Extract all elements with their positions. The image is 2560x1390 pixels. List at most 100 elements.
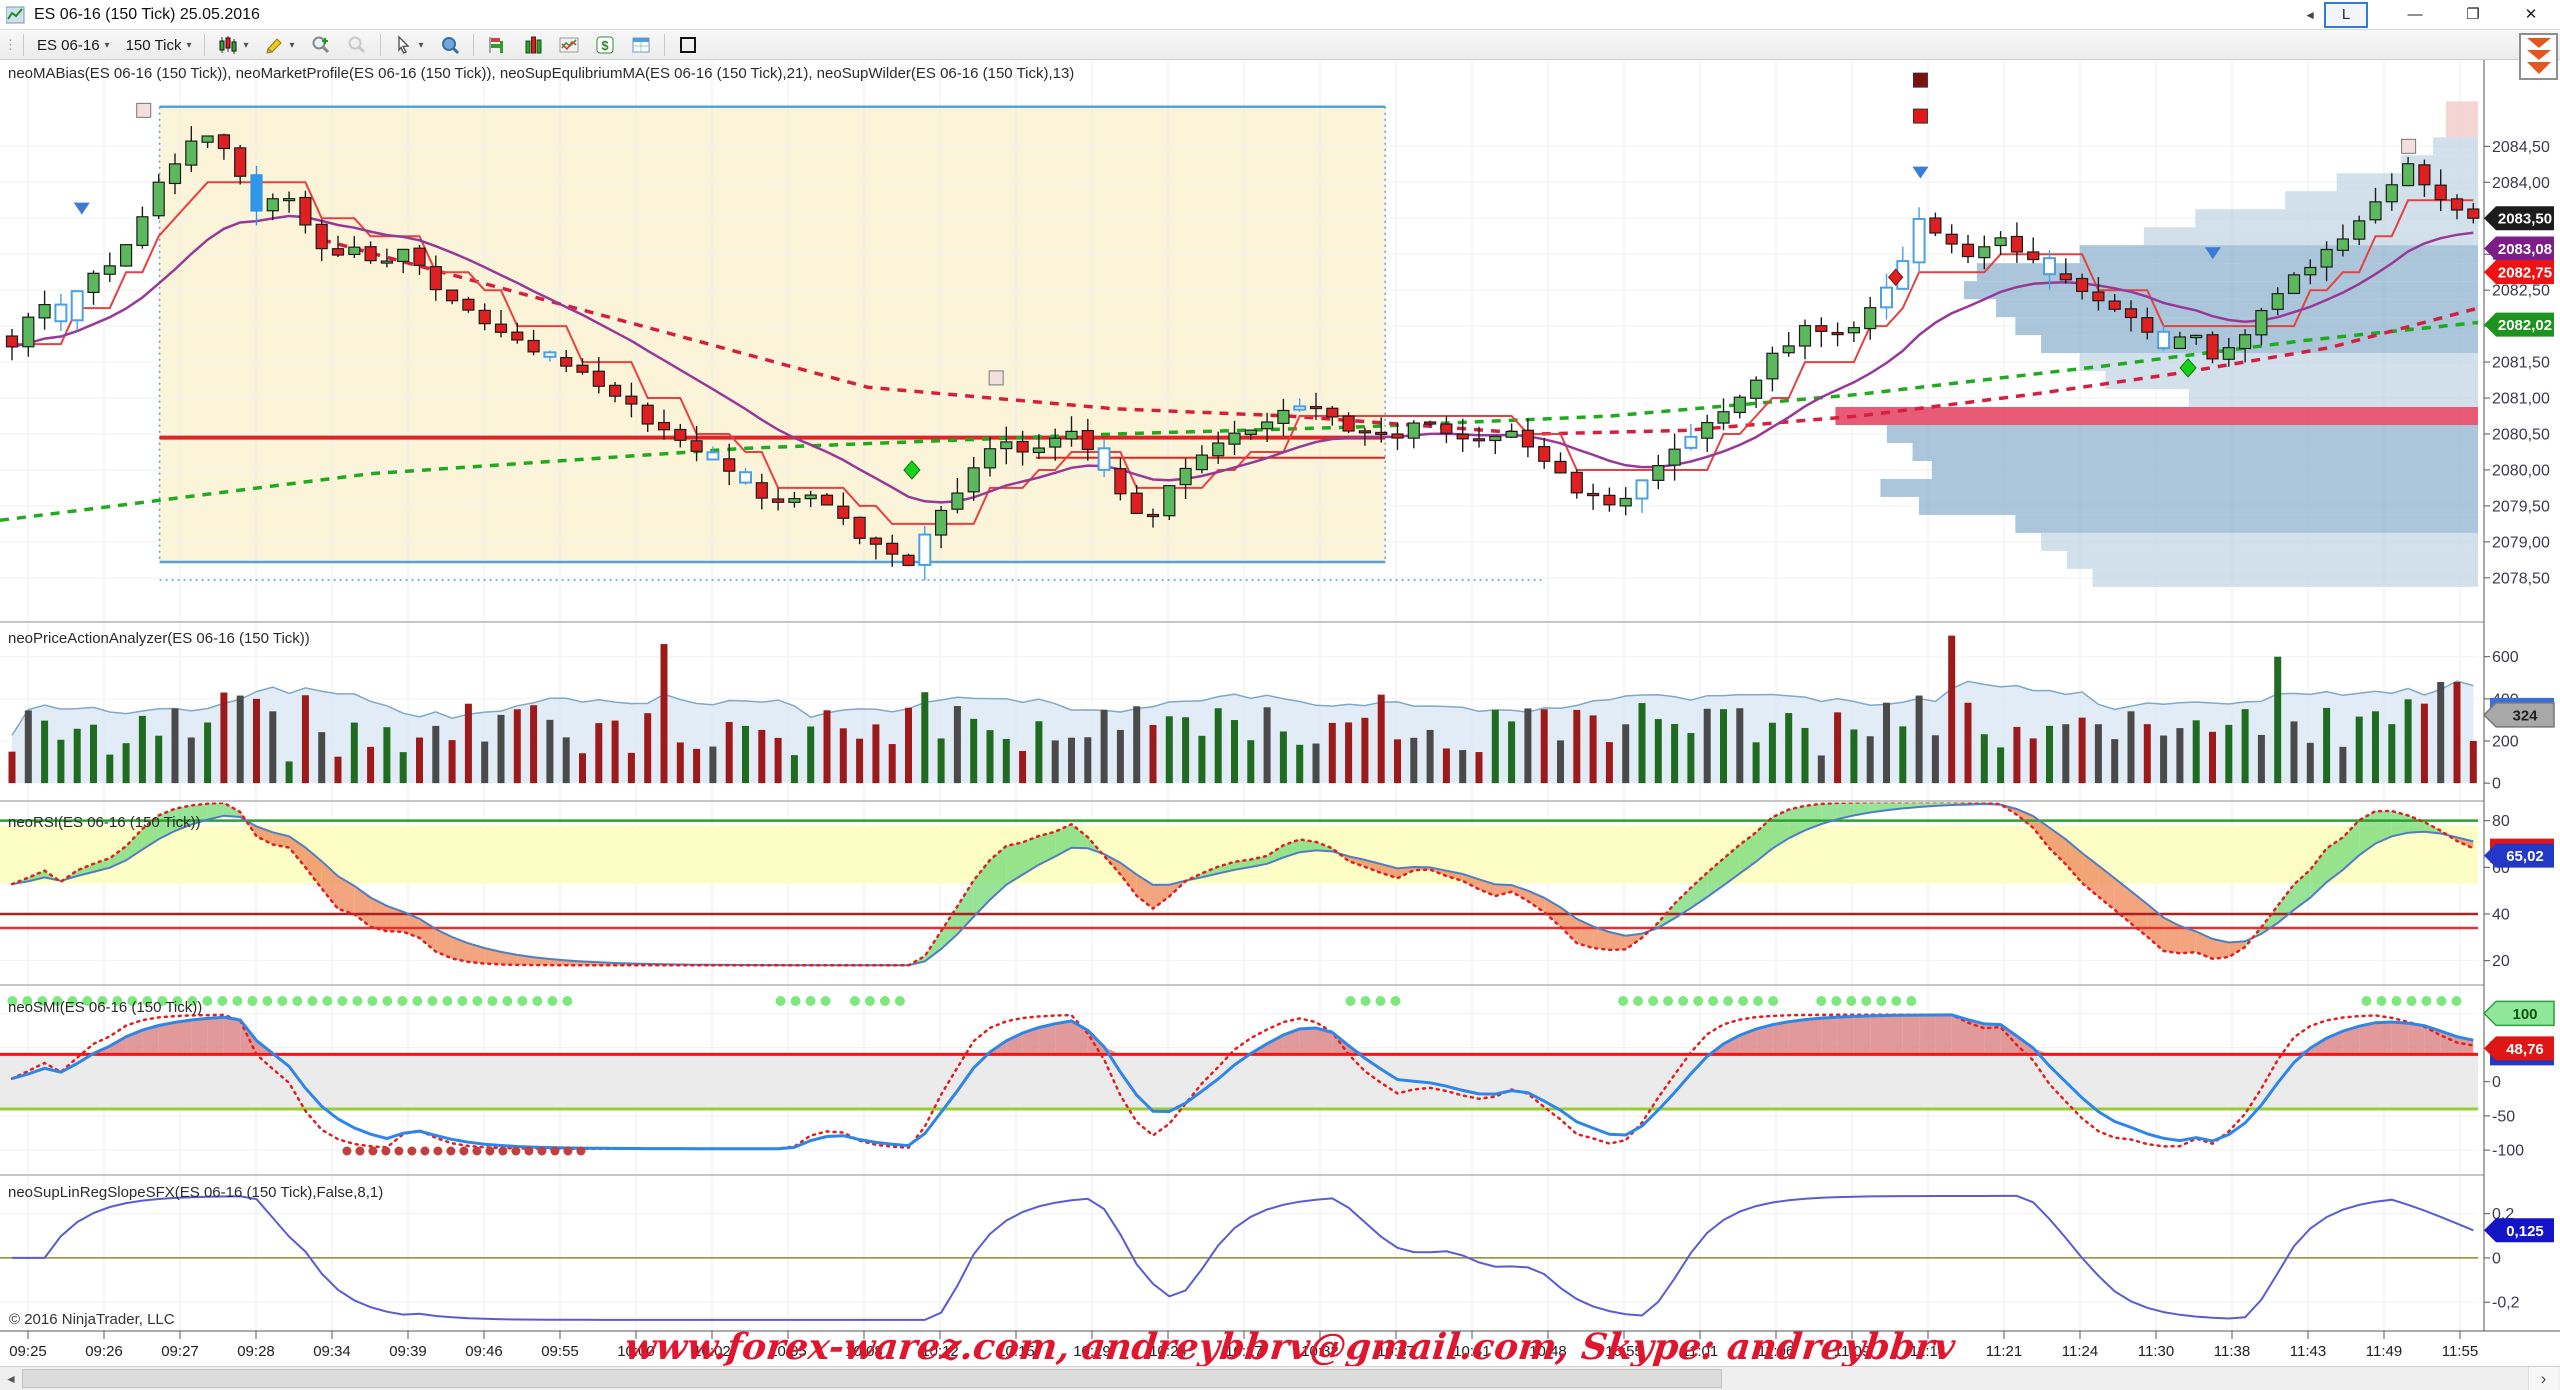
svg-text:09:55: 09:55	[541, 1343, 579, 1360]
horizontal-scrollbar[interactable]: ◄ ›	[0, 1366, 2560, 1390]
market-profile	[1835, 101, 2478, 587]
zoom-in-button[interactable]	[303, 32, 339, 58]
toolbar-separator	[379, 34, 381, 56]
vbars-icon	[525, 36, 542, 54]
region-highlight-button[interactable]	[670, 32, 706, 58]
chart-trader-button[interactable]	[551, 32, 587, 58]
svg-text:2080,50: 2080,50	[2492, 427, 2550, 444]
svg-text:09:28: 09:28	[237, 1343, 275, 1360]
close-button[interactable]: ✕	[2524, 6, 2538, 23]
data-box-button[interactable]	[432, 32, 468, 58]
svg-text:10:32: 10:32	[1301, 1343, 1339, 1360]
linreg-panel-label: neoSupLinRegSlopeSFX(ES 06-16 (150 Tick)…	[8, 1184, 384, 1201]
drawing-tools-button-caret-icon: ▾	[289, 39, 295, 51]
svg-text:-50: -50	[2492, 1108, 2515, 1125]
svg-text:48,76: 48,76	[2506, 1041, 2544, 1058]
svg-text:09:34: 09:34	[313, 1343, 351, 1360]
axis-value-tags: 2083,50 2083,08 2082,75 2082,02 324 65,02 100 4…	[2482, 206, 2555, 1243]
instrument-selector-caret-icon: ▾	[104, 39, 110, 51]
interval-selector-label: 150 Tick	[125, 36, 182, 54]
toolbar-separator	[663, 34, 665, 56]
svg-text:0,125: 0,125	[2506, 1223, 2544, 1240]
svg-text:0: 0	[2492, 1250, 2501, 1267]
restore-button[interactable]: ❐	[2466, 6, 2480, 23]
scrollbar-thumb[interactable]	[22, 1369, 1722, 1388]
svg-text:10:15: 10:15	[997, 1343, 1035, 1360]
link-button[interactable]: L	[2324, 2, 2368, 28]
volume-panel	[8, 635, 2477, 784]
moving-averages	[0, 181, 2479, 525]
svg-text:600: 600	[2492, 649, 2519, 666]
app-icon	[6, 6, 25, 23]
svg-text:80: 80	[2492, 813, 2510, 830]
svg-text:2079,50: 2079,50	[2492, 498, 2550, 515]
svg-text:11:06: 11:06	[1758, 1343, 1794, 1360]
svg-text:2083,08: 2083,08	[2498, 241, 2552, 258]
svg-text:11:30: 11:30	[2138, 1343, 2174, 1360]
svg-text:10:55: 10:55	[1605, 1343, 1643, 1360]
toolbar-grip[interactable]: ⋮	[4, 37, 17, 52]
order-entry-button[interactable]	[479, 32, 515, 58]
svg-text:10:24: 10:24	[1149, 1343, 1187, 1360]
copyright-text: © 2016 NinjaTrader, LLC	[9, 1311, 175, 1328]
svg-text:2080,00: 2080,00	[2492, 462, 2550, 479]
instrument-selector[interactable]: ES 06-16 ▾	[29, 34, 118, 57]
svg-text:10:02: 10:02	[693, 1343, 731, 1360]
svg-text:10:27: 10:27	[1225, 1343, 1263, 1360]
toolbar-separator	[23, 34, 24, 56]
svg-text:2083,50: 2083,50	[2498, 211, 2552, 228]
svg-text:2084,50: 2084,50	[2492, 139, 2550, 156]
svg-text:10:05: 10:05	[769, 1343, 807, 1360]
drawing-tools-button[interactable]: ▾	[257, 32, 303, 58]
svg-text:0: 0	[2492, 776, 2501, 793]
triple-down-arrow-icon	[2526, 37, 2551, 74]
cursor-icon	[397, 35, 410, 54]
chart-style-button-caret-icon: ▾	[243, 39, 249, 51]
chart-style-button[interactable]: ▾	[210, 32, 256, 58]
rsi-panel	[0, 800, 2478, 967]
svg-text:11:01: 11:01	[1682, 1343, 1718, 1360]
magnifier-blue-icon	[441, 37, 459, 55]
interval-selector[interactable]: 150 Tick ▾	[118, 34, 200, 57]
square-icon	[679, 37, 696, 53]
scroll-left-icon[interactable]: ◄	[5, 1372, 17, 1386]
linreg-panel	[0, 1194, 2478, 1321]
time-axis: 09:25 09:26 09:27 09:28 09:34 09:39 09:46 09:55…	[0, 1330, 2560, 1360]
toolbar-separator	[472, 34, 474, 56]
window-title: ES 06-16 (150 Tick) 25.05.2016	[34, 5, 260, 23]
svg-text:-0,2: -0,2	[2492, 1295, 2520, 1312]
scroll-right-icon[interactable]: ›	[2528, 1367, 2558, 1390]
instrument-selector-label: ES 06-16	[37, 36, 100, 54]
svg-text:2081,00: 2081,00	[2492, 391, 2550, 408]
zoom-in-icon	[312, 36, 329, 54]
price-markers	[73, 72, 2417, 480]
svg-text:11:55: 11:55	[2442, 1343, 2478, 1360]
svg-text:10:00: 10:00	[617, 1343, 655, 1360]
svg-text:$: $	[601, 38, 609, 53]
svg-text:2082,02: 2082,02	[2498, 317, 2552, 334]
toolbar: ⋮ ES 06-16 ▾ 150 Tick ▾ ▾ ▾ ▾ $	[0, 31, 2560, 60]
svg-text:20: 20	[2492, 953, 2510, 970]
svg-text:09:39: 09:39	[389, 1343, 427, 1360]
minimize-button[interactable]: —	[2407, 6, 2423, 23]
go-to-latest-button[interactable]	[2519, 33, 2558, 80]
svg-text:11:38: 11:38	[2214, 1343, 2250, 1360]
svg-text:11:09: 11:09	[1834, 1343, 1870, 1360]
svg-text:2081,50: 2081,50	[2492, 355, 2550, 372]
svg-text:2084,00: 2084,00	[2492, 175, 2550, 192]
svg-text:2079,00: 2079,00	[2492, 534, 2550, 551]
svg-text:11:21: 11:21	[1986, 1343, 2022, 1360]
unpin-arrow-icon[interactable]: ◄	[2304, 8, 2316, 22]
svg-text:10:19: 10:19	[1073, 1343, 1111, 1360]
hbars-icon	[489, 37, 503, 53]
account-button[interactable]: $	[587, 32, 623, 58]
indicators-button[interactable]	[515, 32, 551, 58]
data-grid-button[interactable]	[623, 32, 659, 58]
candles-icon	[219, 36, 237, 54]
svg-text:09:25: 09:25	[9, 1343, 47, 1360]
cursor-button[interactable]: ▾	[386, 32, 432, 58]
svg-text:09:27: 09:27	[161, 1343, 199, 1360]
rsi-panel-label: neoRSI(ES 06-16 (150 Tick))	[8, 814, 201, 831]
